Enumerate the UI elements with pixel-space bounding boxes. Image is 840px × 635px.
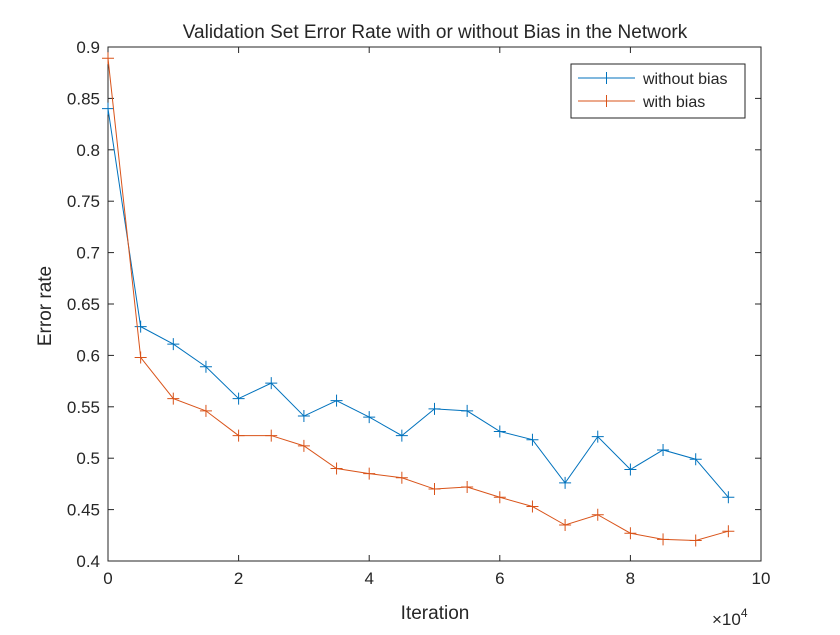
y-tick-label: 0.45 bbox=[67, 501, 100, 520]
chart-title: Validation Set Error Rate with or withou… bbox=[183, 22, 688, 43]
data-point-marker bbox=[559, 476, 572, 489]
data-point-marker bbox=[689, 534, 702, 547]
data-point-marker bbox=[493, 425, 506, 438]
legend: without bias with bias bbox=[570, 63, 746, 119]
data-point-marker bbox=[657, 533, 670, 546]
y-tick-label: 0.85 bbox=[67, 89, 100, 108]
data-point-marker bbox=[232, 429, 245, 442]
plot-area: 0 2 4 6 8 10 0.4 0.45 0.5 0.55 0.6 0.65 0.7 0.75 0.8 0.… bbox=[67, 38, 771, 588]
data-point-marker bbox=[657, 443, 670, 456]
data-point-marker bbox=[199, 404, 212, 417]
x-tick-label: 0 bbox=[103, 569, 112, 588]
data-point-marker bbox=[102, 52, 114, 65]
series-line-1 bbox=[107, 58, 729, 541]
y-tick-label: 0.4 bbox=[76, 552, 100, 571]
data-point-marker bbox=[722, 525, 735, 538]
data-point-marker bbox=[395, 471, 408, 484]
x-axis-label: Iteration bbox=[401, 603, 470, 624]
y-tick-label: 0.55 bbox=[67, 398, 100, 417]
legend-label: with bias bbox=[642, 94, 705, 111]
data-point-marker bbox=[493, 491, 506, 504]
series-line-0 bbox=[107, 108, 729, 498]
data-point-marker bbox=[199, 360, 212, 373]
data-point-marker bbox=[395, 429, 408, 442]
x-tick-label: 4 bbox=[364, 569, 373, 588]
x-tick-label: 8 bbox=[626, 569, 635, 588]
legend-label: without bias bbox=[642, 71, 728, 88]
data-point-marker bbox=[526, 500, 539, 513]
svg-text:×104: ×104 bbox=[712, 606, 748, 629]
legend-swatch-marker bbox=[600, 72, 613, 84]
data-point-marker bbox=[591, 430, 604, 443]
y-tick-label: 0.8 bbox=[76, 141, 100, 160]
x-tick-label: 6 bbox=[495, 569, 504, 588]
data-point-marker bbox=[232, 392, 245, 405]
y-tick-label: 0.6 bbox=[76, 346, 100, 365]
x-exponent-base: ×10 bbox=[712, 610, 741, 629]
data-point-marker bbox=[428, 402, 441, 415]
data-point-marker bbox=[461, 404, 474, 417]
data-point-marker bbox=[167, 392, 180, 405]
data-point-marker bbox=[363, 467, 376, 480]
data-point-marker bbox=[689, 453, 702, 466]
data-point-marker bbox=[265, 429, 278, 442]
data-point-marker bbox=[363, 411, 376, 424]
x-tick-label: 10 bbox=[752, 569, 771, 588]
data-point-marker bbox=[559, 519, 572, 532]
data-point-marker bbox=[624, 527, 637, 540]
data-point-marker bbox=[330, 462, 343, 475]
data-point-marker bbox=[265, 377, 278, 390]
y-tick-label: 0.65 bbox=[67, 295, 100, 314]
data-point-marker bbox=[167, 338, 180, 351]
y-tick-label: 0.75 bbox=[67, 192, 100, 211]
data-point-marker bbox=[297, 439, 310, 452]
data-point-marker bbox=[428, 483, 441, 496]
data-point-marker bbox=[102, 102, 114, 115]
data-point-marker bbox=[624, 463, 637, 476]
data-point-marker bbox=[330, 394, 343, 407]
x-axis-exponent-label: ×104 bbox=[712, 606, 748, 629]
data-point-marker bbox=[461, 480, 474, 493]
data-point-marker bbox=[591, 508, 604, 521]
data-point-marker bbox=[297, 410, 310, 423]
data-point-marker bbox=[134, 320, 147, 333]
y-tick-label: 0.9 bbox=[76, 38, 100, 57]
y-axis-label: Error rate bbox=[35, 266, 56, 346]
data-point-marker bbox=[722, 491, 735, 504]
legend-swatch-marker bbox=[600, 95, 613, 107]
y-tick-label: 0.7 bbox=[76, 244, 100, 263]
y-tick-label: 0.5 bbox=[76, 449, 100, 468]
legend-box bbox=[570, 63, 746, 119]
data-point-marker bbox=[526, 433, 539, 446]
data-point-marker bbox=[134, 351, 147, 364]
axes-box bbox=[107, 46, 762, 562]
x-tick-label: 2 bbox=[234, 569, 243, 588]
x-exponent-power: 4 bbox=[741, 606, 748, 620]
